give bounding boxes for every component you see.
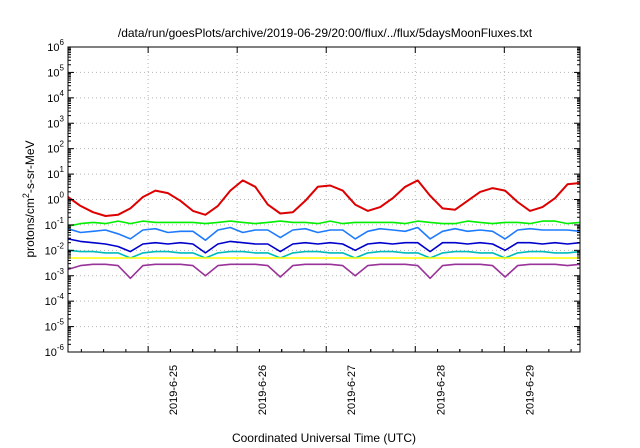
grid [68,47,580,352]
x-tick-label: 2019-6-27 [346,365,358,415]
y-tick-label: 106 [47,38,64,54]
y-tick-label: 104 [47,89,64,105]
y-tick-label: 10-3 [45,267,65,283]
x-tick-label: 2019-6-26 [257,365,269,415]
y-tick-label: 102 [47,140,64,156]
x-tick-label: 2019-6-28 [435,365,447,415]
y-tick-label: 10-6 [45,343,65,359]
series-layer [67,179,581,280]
y-tick-label: 101 [47,165,64,181]
x-tick-label: 2019-6-29 [524,365,536,415]
series-line-5 [67,249,581,259]
y-tick-label: 105 [47,63,64,79]
y-tick-label: 10-5 [45,318,65,334]
chart-title: /data/run/goesPlots/archive/2019-06-29/2… [118,26,533,40]
y-tick-label: 100 [47,191,64,207]
series-line-4 [67,238,581,254]
y-tick-label: 103 [47,114,64,130]
y-tick-label: 10-2 [45,241,65,257]
y-axis: 10-6 10-5 10-4 10-3 10-2 10-1 100 101 102 103 104 1… [45,38,580,359]
y-tick-label: 10-1 [45,216,65,232]
x-axis-title: Coordinated Universal Time (UTC) [232,431,416,445]
x-axis: 2019-6-25 2019-6-26 2019-6-27 2019-6-28 2019… [80,47,572,415]
series-line-1 [67,179,581,217]
series-line-3 [67,226,581,241]
x-tick-label: 2019-6-25 [168,365,180,415]
series-line-2 [67,220,581,227]
y-tick-label: 10-4 [45,292,65,308]
y-axis-title: protons/cm2-s-sr-MeV [21,140,37,257]
series-line-7 [67,263,581,280]
